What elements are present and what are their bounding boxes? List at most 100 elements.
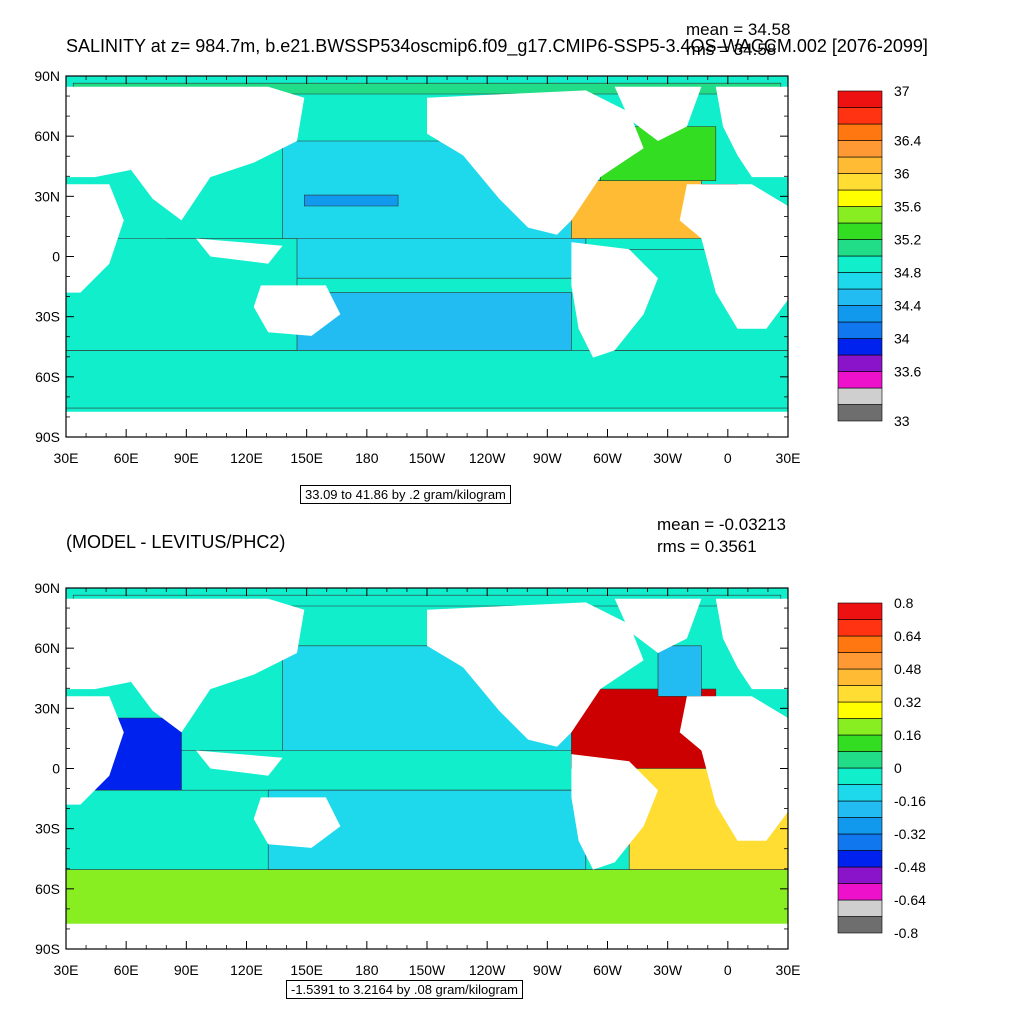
- colorbar-label: 0: [894, 760, 902, 776]
- colorbar-swatch: [837, 206, 883, 224]
- x-tick-label: 90W: [533, 450, 563, 466]
- colorbar-swatch: [837, 734, 883, 752]
- y-tick-label: 60N: [34, 640, 60, 656]
- colorbar-swatch: [837, 784, 883, 802]
- colorbar-swatch: [837, 371, 883, 389]
- colorbar-swatch: [837, 883, 883, 901]
- colorbar-swatch: [837, 90, 883, 108]
- landmass-north-america: [427, 90, 644, 235]
- landmass-europe: [715, 86, 788, 178]
- panel2-contour-info: -1.5391 to 3.2164 by .08 gram/kilogram: [286, 980, 523, 999]
- x-tick-label: 180: [355, 450, 379, 466]
- colorbar-swatch: [837, 123, 883, 141]
- colorbar-swatch: [837, 354, 883, 372]
- colorbar-swatch: [837, 239, 883, 257]
- difference-map-axes: 30E 60E 90E 120E 150E 180 150W 120W 90W 60W 30W 0 30…: [34, 580, 800, 978]
- landmass-indonesia: [196, 238, 283, 264]
- y-tick-label: 30N: [34, 700, 60, 716]
- colorbar-swatch: [837, 668, 883, 686]
- colorbar-swatch: [837, 767, 883, 785]
- y-tick-label: 90N: [34, 68, 60, 84]
- colorbar-label: 33.6: [894, 364, 921, 380]
- x-tick-label: 150E: [290, 962, 323, 978]
- colorbar-swatch: [837, 387, 883, 405]
- region-southern-ocean: [65, 869, 789, 928]
- x-tick-label: 150E: [290, 450, 323, 466]
- x-tick-label: 120W: [469, 450, 506, 466]
- x-tick-label: 90E: [174, 450, 199, 466]
- colorbar-swatch: [837, 916, 883, 934]
- colorbar-swatch: [837, 107, 883, 125]
- y-tick-label: 30S: [35, 309, 60, 325]
- colorbar-label: 0.32: [894, 694, 921, 710]
- colorbar-label: 33: [894, 413, 910, 429]
- x-tick-label: 30W: [653, 962, 683, 978]
- colorbar-label: 37: [894, 83, 910, 99]
- colorbar-swatch: [837, 751, 883, 769]
- colorbar-swatch: [837, 156, 883, 174]
- colorbar-label: 34: [894, 331, 910, 347]
- panel2-title: (MODEL - LEVITUS/PHC2): [66, 532, 286, 552]
- x-tick-label: 30E: [776, 450, 801, 466]
- y-tick-label: 0: [52, 761, 60, 777]
- x-tick-label: 60E: [114, 450, 139, 466]
- x-tick-label: 0: [724, 450, 732, 466]
- colorbar-swatch: [837, 635, 883, 653]
- colorbar-label: 0.8: [894, 595, 914, 611]
- y-tick-label: 60S: [35, 369, 60, 385]
- colorbar-swatch: [837, 602, 883, 620]
- landmass-south-america: [571, 242, 658, 358]
- colorbar-swatch: [837, 800, 883, 818]
- y-tick-label: 60S: [35, 881, 60, 897]
- colorbar-swatch: [837, 652, 883, 670]
- difference-field: [65, 588, 789, 949]
- colorbar-label: -0.16: [894, 793, 926, 809]
- x-tick-label: 30E: [776, 962, 801, 978]
- x-tick-label: 60W: [593, 450, 623, 466]
- colorbar-swatch: [837, 140, 883, 158]
- colorbar-swatch: [837, 850, 883, 868]
- colorbar-swatch: [837, 899, 883, 917]
- landmass-indonesia: [196, 750, 283, 776]
- colorbar-swatch: [837, 288, 883, 306]
- colorbar-label: -0.64: [894, 892, 926, 908]
- y-tick-label: 0: [52, 249, 60, 265]
- colorbar-swatch: [837, 272, 883, 290]
- colorbar-swatch: [837, 173, 883, 191]
- x-tick-label: 60W: [593, 962, 623, 978]
- colorbar-label: 34.8: [894, 265, 921, 281]
- x-tick-label: 0: [724, 962, 732, 978]
- landmass-south-america: [571, 754, 658, 870]
- region-north-pacific-minimum: [303, 194, 399, 207]
- x-tick-label: 30W: [653, 450, 683, 466]
- landmass-greenland: [614, 598, 702, 653]
- colorbar-label: 0.64: [894, 628, 921, 644]
- panel1-contour-info: 33.09 to 41.86 by .2 gram/kilogram: [300, 485, 511, 504]
- colorbar-swatch: [837, 404, 883, 422]
- colorbar-swatch: [837, 718, 883, 736]
- difference-colorbar: 0.8 0.64 0.48 0.32 0.16 0 -0.16 -0.32 -0.48 -0.64…: [837, 595, 926, 941]
- x-tick-label: 30E: [54, 962, 79, 978]
- y-tick-label: 90N: [34, 580, 60, 596]
- landmass-australia: [253, 797, 341, 848]
- colorbar-swatch: [837, 222, 883, 240]
- colorbar-label: 0.48: [894, 661, 921, 677]
- landmass-europe: [715, 598, 788, 690]
- colorbar-swatch: [837, 305, 883, 323]
- colorbar-swatch: [837, 866, 883, 884]
- colorbar-swatch: [837, 321, 883, 339]
- colorbar-swatch: [837, 255, 883, 273]
- landmass-eurasia: [66, 86, 305, 221]
- x-tick-label: 120E: [230, 962, 263, 978]
- colorbar-swatch: [837, 189, 883, 207]
- colorbar-label: 0.16: [894, 727, 921, 743]
- salinity-colorbar: 37 36.4 36 35.6 35.2 34.8 34.4 34 33.6 33: [837, 83, 921, 429]
- landmass-greenland: [614, 86, 702, 141]
- colorbar-label: 36.4: [894, 133, 921, 149]
- landmass-africa-west: [66, 696, 124, 805]
- colorbar-swatch: [837, 833, 883, 851]
- colorbar-label: -0.48: [894, 859, 926, 875]
- panel1-mean-label: mean = 34.58: [686, 20, 791, 39]
- colorbar-label: -0.32: [894, 826, 926, 842]
- panel1-title: SALINITY at z= 984.7m, b.e21.BWSSP534osc…: [66, 36, 928, 56]
